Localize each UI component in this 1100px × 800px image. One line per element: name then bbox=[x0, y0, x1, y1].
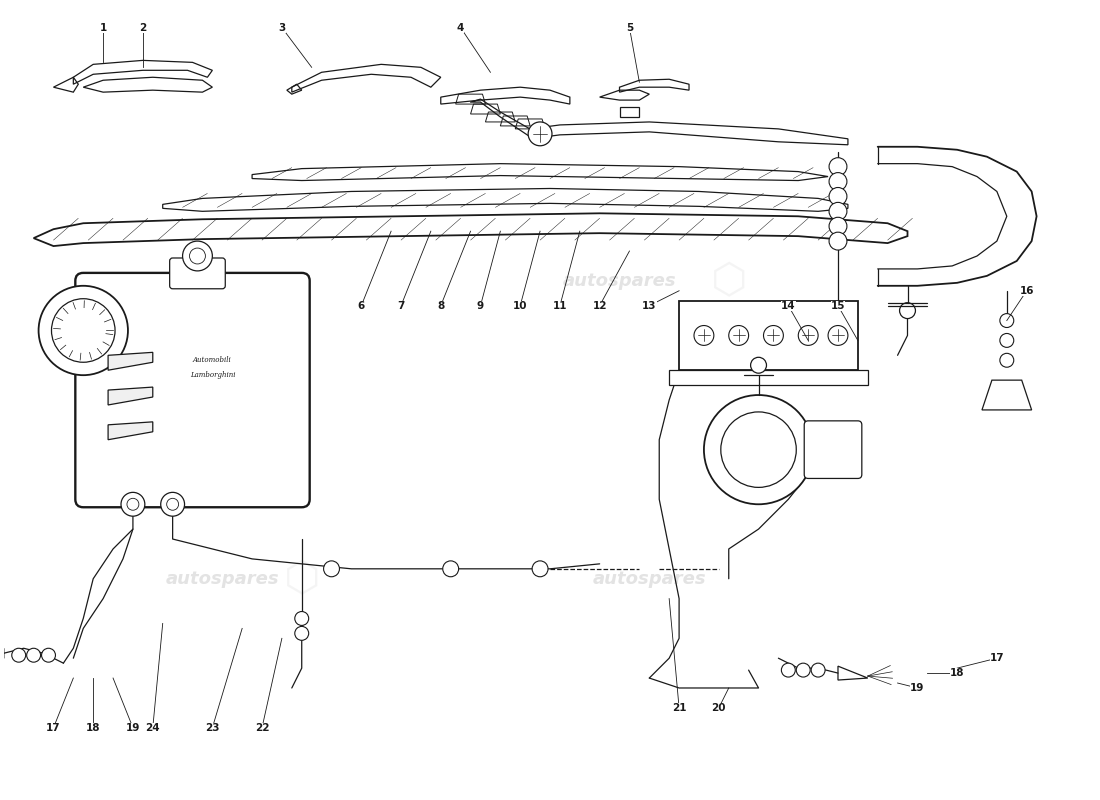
Circle shape bbox=[829, 218, 847, 235]
Text: 22: 22 bbox=[255, 722, 270, 733]
Polygon shape bbox=[108, 422, 153, 440]
Circle shape bbox=[42, 648, 55, 662]
Polygon shape bbox=[108, 387, 153, 405]
Text: 19: 19 bbox=[910, 683, 925, 693]
Circle shape bbox=[829, 158, 847, 175]
Text: 1: 1 bbox=[99, 22, 107, 33]
Circle shape bbox=[829, 187, 847, 206]
FancyBboxPatch shape bbox=[75, 273, 310, 507]
Bar bbox=[669, 370, 868, 385]
Text: 9: 9 bbox=[477, 301, 484, 310]
Circle shape bbox=[532, 561, 548, 577]
Text: autospares: autospares bbox=[165, 272, 279, 290]
FancyBboxPatch shape bbox=[804, 421, 861, 478]
Circle shape bbox=[26, 648, 41, 662]
Polygon shape bbox=[108, 352, 153, 370]
Text: 17: 17 bbox=[46, 722, 60, 733]
Circle shape bbox=[796, 663, 811, 677]
Circle shape bbox=[781, 663, 795, 677]
Text: 19: 19 bbox=[125, 722, 140, 733]
Circle shape bbox=[39, 286, 128, 375]
Text: 24: 24 bbox=[145, 722, 161, 733]
Circle shape bbox=[829, 173, 847, 190]
Circle shape bbox=[528, 122, 552, 146]
Circle shape bbox=[183, 241, 212, 271]
Circle shape bbox=[763, 326, 783, 346]
Circle shape bbox=[12, 648, 25, 662]
Text: 3: 3 bbox=[278, 22, 286, 33]
Text: 14: 14 bbox=[781, 301, 795, 310]
Text: 4: 4 bbox=[456, 22, 464, 33]
Circle shape bbox=[1000, 314, 1014, 327]
Bar bbox=[679, 301, 858, 370]
Circle shape bbox=[442, 561, 459, 577]
Circle shape bbox=[799, 326, 818, 346]
Text: 2: 2 bbox=[140, 22, 146, 33]
Text: 18: 18 bbox=[950, 668, 965, 678]
Text: 21: 21 bbox=[672, 703, 686, 713]
Text: ⬡: ⬡ bbox=[711, 260, 747, 302]
Circle shape bbox=[728, 326, 749, 346]
Text: 20: 20 bbox=[712, 703, 726, 713]
Circle shape bbox=[323, 561, 340, 577]
Circle shape bbox=[295, 611, 309, 626]
Circle shape bbox=[829, 202, 847, 220]
Text: autospares: autospares bbox=[593, 570, 706, 588]
Text: 8: 8 bbox=[437, 301, 444, 310]
Text: 10: 10 bbox=[513, 301, 528, 310]
Text: 18: 18 bbox=[86, 722, 100, 733]
FancyBboxPatch shape bbox=[169, 258, 226, 289]
Text: autospares: autospares bbox=[563, 272, 676, 290]
Text: 11: 11 bbox=[552, 301, 568, 310]
Circle shape bbox=[828, 326, 848, 346]
Circle shape bbox=[1000, 334, 1014, 347]
Circle shape bbox=[1000, 354, 1014, 367]
Text: 16: 16 bbox=[1020, 286, 1034, 296]
Text: Automobili: Automobili bbox=[192, 356, 232, 364]
Circle shape bbox=[121, 492, 145, 516]
Circle shape bbox=[704, 395, 813, 504]
Circle shape bbox=[750, 358, 767, 373]
Circle shape bbox=[295, 626, 309, 640]
Circle shape bbox=[161, 492, 185, 516]
Text: autospares: autospares bbox=[165, 570, 279, 588]
Circle shape bbox=[829, 232, 847, 250]
Circle shape bbox=[811, 663, 825, 677]
Text: 13: 13 bbox=[642, 301, 657, 310]
Text: 12: 12 bbox=[593, 301, 607, 310]
Text: 7: 7 bbox=[397, 301, 405, 310]
Text: 17: 17 bbox=[990, 653, 1004, 663]
Circle shape bbox=[694, 326, 714, 346]
Text: Lamborghini: Lamborghini bbox=[189, 371, 235, 379]
Text: 15: 15 bbox=[830, 301, 845, 310]
Text: 23: 23 bbox=[205, 722, 220, 733]
Text: ⬡: ⬡ bbox=[284, 558, 320, 600]
Text: 6: 6 bbox=[358, 301, 365, 310]
Text: 5: 5 bbox=[626, 22, 634, 33]
